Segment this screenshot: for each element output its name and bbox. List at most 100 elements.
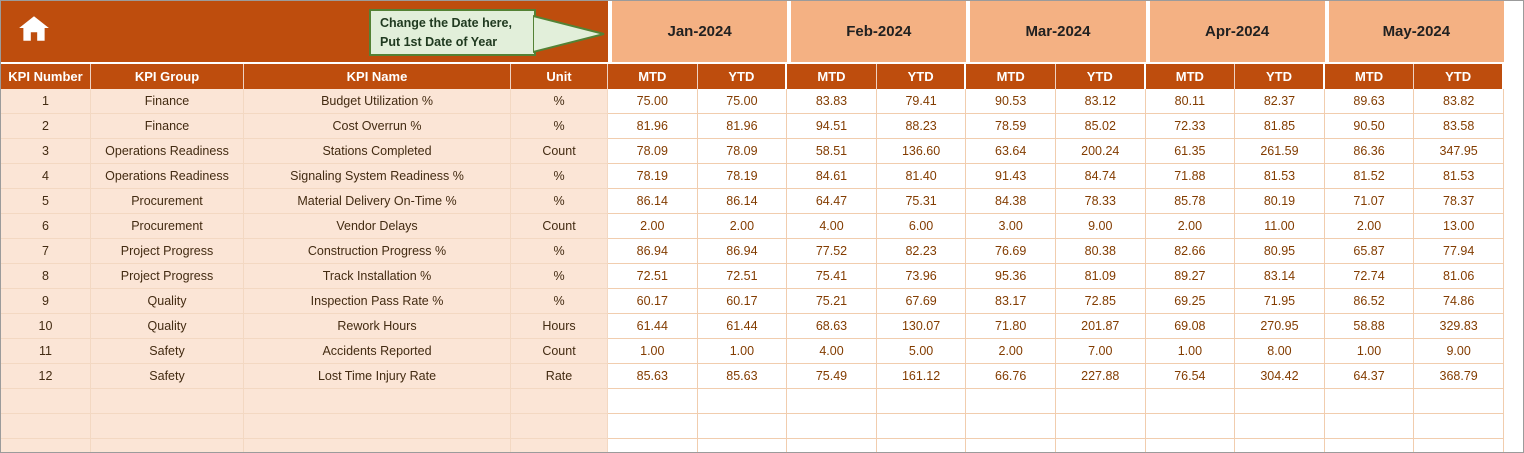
value-cell[interactable]: 71.07 [1324, 189, 1415, 214]
kpi-number-cell[interactable]: 11 [1, 339, 91, 364]
kpi-number-cell[interactable]: 7 [1, 239, 91, 264]
value-cell[interactable] [787, 439, 877, 452]
value-cell[interactable]: 270.95 [1235, 314, 1325, 339]
kpi-number-cell[interactable]: 2 [1, 114, 91, 139]
value-cell[interactable]: 4.00 [787, 339, 877, 364]
value-cell[interactable]: 76.54 [1145, 364, 1236, 389]
value-cell[interactable] [876, 439, 967, 452]
value-cell[interactable]: 1.00 [608, 339, 698, 364]
kpi-number-cell[interactable]: 10 [1, 314, 91, 339]
value-cell[interactable] [966, 389, 1056, 414]
kpi-group-cell[interactable]: Safety [91, 364, 244, 389]
unit-cell[interactable]: % [511, 239, 608, 264]
value-cell[interactable]: 86.52 [1324, 289, 1415, 314]
value-cell[interactable]: 83.82 [1414, 89, 1504, 114]
unit-cell[interactable]: % [511, 89, 608, 114]
unit-cell[interactable]: % [511, 289, 608, 314]
value-cell[interactable]: 72.85 [1055, 289, 1146, 314]
kpi-number-cell[interactable] [1, 439, 91, 452]
value-cell[interactable]: 71.95 [1235, 289, 1325, 314]
value-cell[interactable]: 1.00 [697, 339, 788, 364]
value-cell[interactable] [1235, 439, 1325, 452]
value-cell[interactable] [876, 414, 967, 439]
value-cell[interactable]: 78.59 [966, 114, 1056, 139]
value-cell[interactable]: 60.17 [697, 289, 788, 314]
value-cell[interactable]: 7.00 [1055, 339, 1146, 364]
unit-cell[interactable]: % [511, 264, 608, 289]
value-cell[interactable]: 82.66 [1145, 239, 1236, 264]
value-cell[interactable]: 81.52 [1324, 164, 1415, 189]
value-cell[interactable]: 161.12 [876, 364, 967, 389]
value-cell[interactable]: 69.25 [1145, 289, 1236, 314]
value-cell[interactable]: 82.23 [876, 239, 967, 264]
value-cell[interactable]: 1.00 [1145, 339, 1236, 364]
value-cell[interactable] [697, 414, 788, 439]
value-cell[interactable]: 81.53 [1235, 164, 1325, 189]
value-cell[interactable] [697, 439, 788, 452]
value-cell[interactable]: 85.78 [1145, 189, 1236, 214]
value-cell[interactable]: 85.63 [608, 364, 698, 389]
value-cell[interactable]: 76.69 [966, 239, 1056, 264]
month-date-cell-jan-2024[interactable]: Jan-2024 [608, 1, 788, 62]
value-cell[interactable]: 91.43 [966, 164, 1056, 189]
value-cell[interactable]: 88.23 [876, 114, 967, 139]
kpi-group-cell[interactable] [91, 439, 244, 452]
value-cell[interactable]: 68.63 [787, 314, 877, 339]
value-cell[interactable]: 61.44 [697, 314, 788, 339]
value-cell[interactable] [1055, 439, 1146, 452]
unit-cell[interactable]: % [511, 189, 608, 214]
kpi-name-cell[interactable]: Lost Time Injury Rate [244, 364, 511, 389]
home-button[interactable] [13, 9, 55, 49]
value-cell[interactable] [608, 414, 698, 439]
unit-cell[interactable]: % [511, 114, 608, 139]
value-cell[interactable] [1414, 389, 1504, 414]
value-cell[interactable] [966, 414, 1056, 439]
kpi-group-cell[interactable]: Quality [91, 314, 244, 339]
month-date-cell-may-2024[interactable]: May-2024 [1324, 1, 1504, 62]
value-cell[interactable]: 90.53 [966, 89, 1056, 114]
value-cell[interactable] [966, 439, 1056, 452]
kpi-name-cell[interactable]: Material Delivery On-Time % [244, 189, 511, 214]
value-cell[interactable]: 72.33 [1145, 114, 1236, 139]
kpi-number-cell[interactable]: 12 [1, 364, 91, 389]
value-cell[interactable]: 8.00 [1235, 339, 1325, 364]
kpi-number-cell[interactable] [1, 389, 91, 414]
value-cell[interactable]: 201.87 [1055, 314, 1146, 339]
value-cell[interactable]: 61.44 [608, 314, 698, 339]
kpi-number-cell[interactable]: 5 [1, 189, 91, 214]
kpi-group-cell[interactable]: Finance [91, 114, 244, 139]
value-cell[interactable]: 78.09 [697, 139, 788, 164]
value-cell[interactable]: 71.80 [966, 314, 1056, 339]
value-cell[interactable]: 81.96 [697, 114, 788, 139]
value-cell[interactable]: 65.87 [1324, 239, 1415, 264]
value-cell[interactable]: 329.83 [1414, 314, 1504, 339]
kpi-name-cell[interactable]: Accidents Reported [244, 339, 511, 364]
value-cell[interactable]: 136.60 [876, 139, 967, 164]
kpi-group-cell[interactable]: Project Progress [91, 264, 244, 289]
value-cell[interactable]: 81.06 [1414, 264, 1504, 289]
kpi-group-cell[interactable]: Procurement [91, 189, 244, 214]
unit-cell[interactable]: Hours [511, 314, 608, 339]
kpi-name-cell[interactable] [244, 439, 511, 452]
unit-cell[interactable]: Count [511, 214, 608, 239]
value-cell[interactable]: 86.14 [697, 189, 788, 214]
value-cell[interactable]: 261.59 [1235, 139, 1325, 164]
kpi-name-cell[interactable]: Construction Progress % [244, 239, 511, 264]
value-cell[interactable] [1145, 389, 1236, 414]
value-cell[interactable]: 80.11 [1145, 89, 1236, 114]
value-cell[interactable]: 4.00 [787, 214, 877, 239]
value-cell[interactable]: 72.74 [1324, 264, 1415, 289]
kpi-number-cell[interactable]: 4 [1, 164, 91, 189]
value-cell[interactable]: 200.24 [1055, 139, 1146, 164]
value-cell[interactable]: 78.37 [1414, 189, 1504, 214]
value-cell[interactable]: 86.14 [608, 189, 698, 214]
value-cell[interactable]: 94.51 [787, 114, 877, 139]
value-cell[interactable]: 81.40 [876, 164, 967, 189]
value-cell[interactable]: 130.07 [876, 314, 967, 339]
kpi-group-cell[interactable]: Safety [91, 339, 244, 364]
value-cell[interactable]: 81.53 [1414, 164, 1504, 189]
kpi-number-cell[interactable] [1, 414, 91, 439]
value-cell[interactable]: 80.95 [1235, 239, 1325, 264]
kpi-name-cell[interactable] [244, 414, 511, 439]
value-cell[interactable]: 78.09 [608, 139, 698, 164]
